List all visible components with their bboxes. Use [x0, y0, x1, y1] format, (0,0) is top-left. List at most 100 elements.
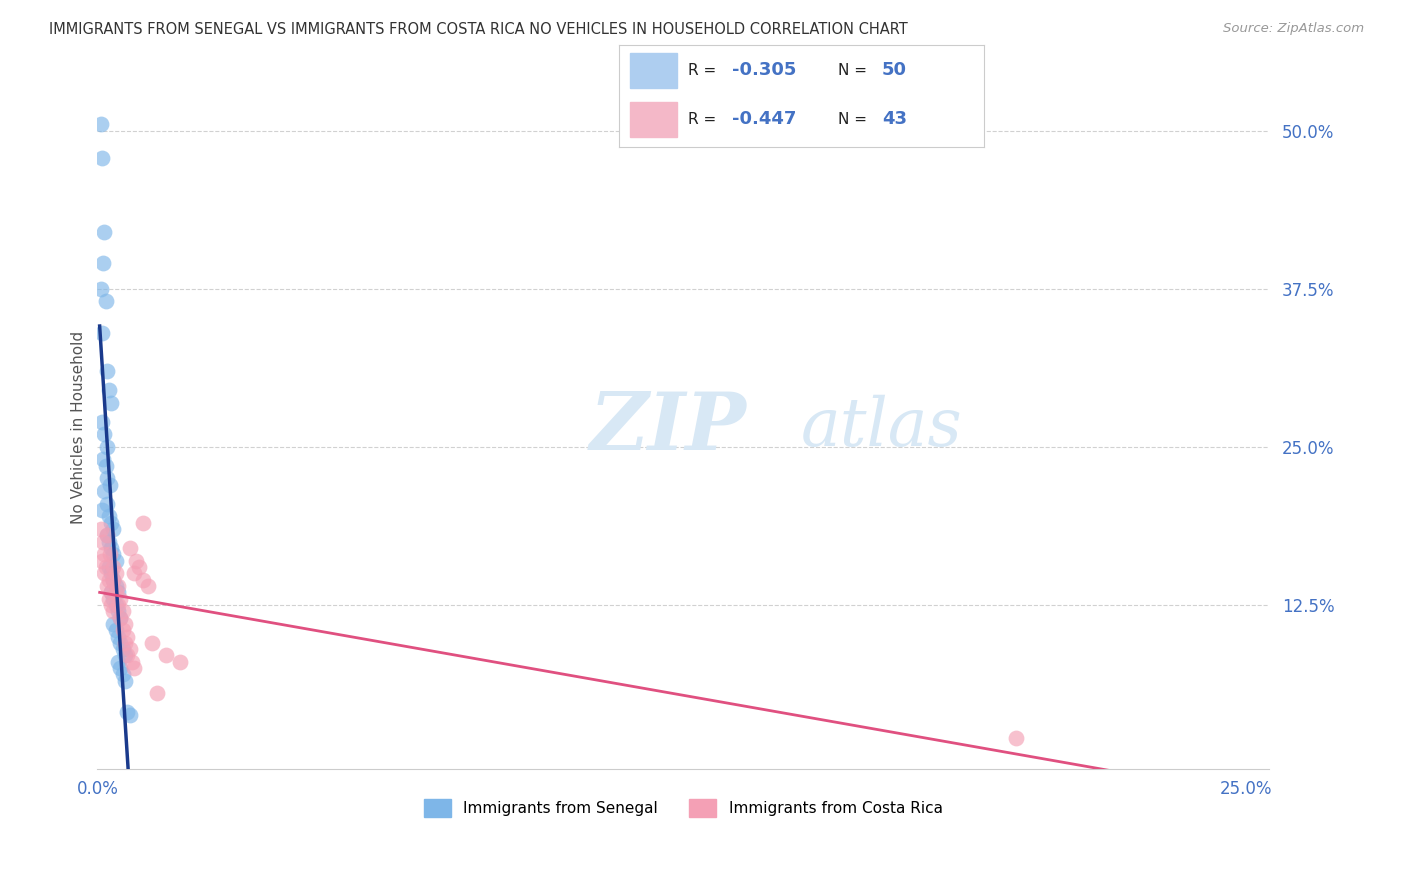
Point — [114, 616, 136, 631]
Point — [103, 616, 125, 631]
Point — [122, 566, 145, 581]
Point — [93, 427, 115, 442]
Point — [97, 509, 120, 524]
Point — [103, 573, 125, 587]
Point — [111, 604, 134, 618]
Point — [104, 585, 127, 599]
Point — [93, 484, 115, 499]
Point — [128, 560, 150, 574]
Text: 50: 50 — [882, 62, 907, 79]
Point — [115, 706, 138, 720]
Point — [104, 598, 127, 612]
Point — [169, 655, 191, 669]
Point — [91, 534, 114, 549]
Text: -0.447: -0.447 — [733, 111, 796, 128]
Point — [90, 282, 112, 296]
Point — [114, 673, 136, 688]
Point — [118, 541, 141, 555]
Point — [132, 573, 155, 587]
Text: N =: N = — [838, 62, 872, 78]
Point — [100, 541, 122, 555]
Point — [114, 636, 136, 650]
Point — [107, 585, 129, 599]
Point — [96, 364, 118, 378]
Point — [91, 554, 114, 568]
Point — [98, 477, 121, 491]
Point — [98, 547, 121, 561]
Point — [96, 497, 118, 511]
Point — [100, 566, 122, 581]
Point — [155, 648, 177, 663]
Point — [110, 610, 132, 624]
Point — [100, 585, 122, 599]
Point — [111, 642, 134, 657]
Point — [107, 579, 129, 593]
Text: R =: R = — [688, 112, 721, 127]
Text: N =: N = — [838, 112, 872, 127]
Point — [104, 579, 127, 593]
Point — [97, 573, 120, 587]
Point — [97, 534, 120, 549]
Point — [91, 415, 114, 429]
Text: -0.305: -0.305 — [733, 62, 796, 79]
Point — [118, 707, 141, 722]
Point — [115, 630, 138, 644]
Point — [111, 667, 134, 681]
Point — [103, 522, 125, 536]
Point — [96, 528, 118, 542]
Point — [111, 623, 134, 637]
Point — [90, 117, 112, 131]
Bar — [630, 53, 678, 87]
Point — [107, 604, 129, 618]
Point — [97, 591, 120, 606]
Point — [91, 256, 114, 270]
Text: 43: 43 — [882, 111, 907, 128]
Point — [114, 648, 136, 663]
Point — [93, 225, 115, 239]
Point — [93, 547, 115, 561]
Point — [146, 686, 169, 700]
Text: atlas: atlas — [800, 395, 962, 460]
Point — [107, 630, 129, 644]
Point — [103, 560, 125, 574]
Point — [91, 503, 114, 517]
Point — [96, 440, 118, 454]
Point — [104, 566, 127, 581]
Point — [122, 661, 145, 675]
Point — [132, 516, 155, 530]
Point — [103, 573, 125, 587]
Point — [91, 326, 114, 340]
Point — [136, 579, 159, 593]
Point — [100, 598, 122, 612]
Text: Source: ZipAtlas.com: Source: ZipAtlas.com — [1223, 22, 1364, 36]
Y-axis label: No Vehicles in Household: No Vehicles in Household — [72, 331, 86, 524]
Point — [1005, 731, 1028, 745]
Point — [96, 528, 118, 542]
Point — [104, 623, 127, 637]
Point — [110, 591, 132, 606]
Point — [107, 598, 129, 612]
Point — [115, 648, 138, 663]
Point — [96, 471, 118, 485]
Point — [97, 560, 120, 574]
Point — [121, 655, 143, 669]
Point — [100, 395, 122, 409]
Point — [107, 655, 129, 669]
Point — [90, 522, 112, 536]
Point — [125, 554, 148, 568]
Point — [103, 591, 125, 606]
Point — [104, 554, 127, 568]
Point — [96, 579, 118, 593]
Point — [110, 636, 132, 650]
Point — [118, 642, 141, 657]
Text: R =: R = — [688, 62, 721, 78]
Point — [110, 661, 132, 675]
Point — [93, 566, 115, 581]
Point — [103, 604, 125, 618]
Point — [100, 585, 122, 599]
Point — [94, 458, 117, 473]
Bar — [630, 102, 678, 137]
Point — [94, 294, 117, 309]
Text: IMMIGRANTS FROM SENEGAL VS IMMIGRANTS FROM COSTA RICA NO VEHICLES IN HOUSEHOLD C: IMMIGRANTS FROM SENEGAL VS IMMIGRANTS FR… — [49, 22, 908, 37]
Point — [110, 610, 132, 624]
